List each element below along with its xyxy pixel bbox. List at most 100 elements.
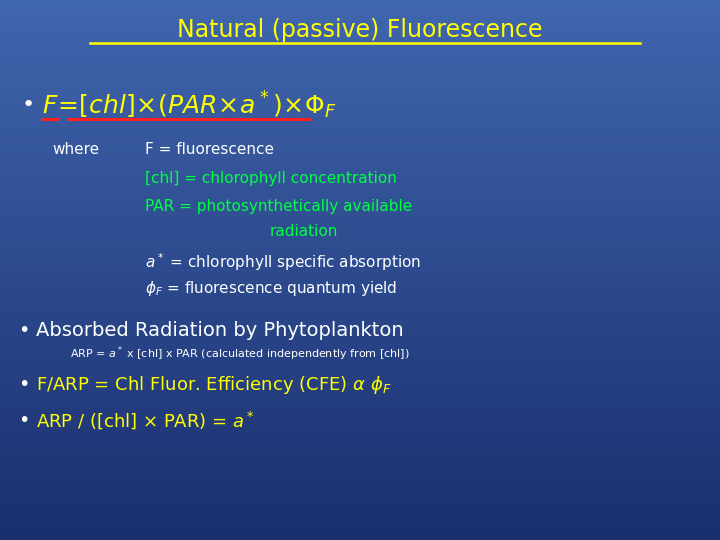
Bar bbox=[0, 14, 720, 15]
Bar bbox=[0, 147, 720, 148]
Bar bbox=[0, 505, 720, 506]
Bar bbox=[0, 308, 720, 309]
Text: Natural (passive) Fluorescence: Natural (passive) Fluorescence bbox=[177, 18, 543, 42]
Bar bbox=[0, 189, 720, 190]
Bar bbox=[0, 444, 720, 445]
Bar bbox=[0, 87, 720, 88]
Bar bbox=[0, 493, 720, 494]
Bar bbox=[0, 304, 720, 305]
Bar bbox=[0, 279, 720, 280]
Bar bbox=[0, 106, 720, 107]
Text: $\mathit{F\!=\![chl]\!\times\!(PAR\!\times\! a^*)\!\times\!\Phi_F}$: $\mathit{F\!=\![chl]\!\times\!(PAR\!\tim… bbox=[42, 89, 337, 121]
Bar bbox=[0, 313, 720, 314]
Bar bbox=[0, 450, 720, 451]
Bar bbox=[0, 526, 720, 527]
Bar bbox=[0, 525, 720, 526]
Bar bbox=[0, 330, 720, 331]
Bar bbox=[0, 319, 720, 320]
Bar bbox=[0, 485, 720, 486]
Bar bbox=[0, 250, 720, 251]
Bar bbox=[0, 463, 720, 464]
Bar bbox=[0, 301, 720, 302]
Bar bbox=[0, 266, 720, 267]
Bar bbox=[0, 466, 720, 467]
Bar bbox=[0, 77, 720, 78]
Bar bbox=[0, 516, 720, 517]
Bar bbox=[0, 325, 720, 326]
Bar bbox=[0, 522, 720, 523]
Bar bbox=[0, 292, 720, 293]
Bar bbox=[0, 82, 720, 83]
Bar bbox=[0, 405, 720, 406]
Bar bbox=[0, 72, 720, 73]
Bar bbox=[0, 277, 720, 278]
Bar bbox=[0, 65, 720, 66]
Bar bbox=[0, 232, 720, 233]
Bar bbox=[0, 214, 720, 215]
Bar bbox=[0, 423, 720, 424]
Bar bbox=[0, 386, 720, 387]
Bar bbox=[0, 458, 720, 459]
Bar bbox=[0, 462, 720, 463]
Bar bbox=[0, 354, 720, 355]
Bar bbox=[0, 521, 720, 522]
Bar bbox=[0, 514, 720, 515]
Bar bbox=[0, 509, 720, 510]
Bar bbox=[0, 88, 720, 89]
Bar bbox=[0, 538, 720, 539]
Bar bbox=[0, 326, 720, 327]
Bar bbox=[0, 102, 720, 103]
Bar bbox=[0, 469, 720, 470]
Bar bbox=[0, 363, 720, 364]
Bar bbox=[0, 245, 720, 246]
Bar bbox=[0, 119, 720, 120]
Bar bbox=[0, 511, 720, 512]
Bar bbox=[0, 451, 720, 452]
Bar bbox=[0, 136, 720, 137]
Bar bbox=[0, 186, 720, 187]
Bar bbox=[0, 534, 720, 535]
Bar bbox=[0, 62, 720, 63]
Bar bbox=[0, 351, 720, 352]
Bar bbox=[0, 178, 720, 179]
Bar bbox=[0, 528, 720, 529]
Bar bbox=[0, 268, 720, 269]
Bar bbox=[0, 117, 720, 118]
Bar bbox=[0, 273, 720, 274]
Bar bbox=[0, 150, 720, 151]
Bar bbox=[0, 447, 720, 448]
Bar bbox=[0, 163, 720, 164]
Bar bbox=[0, 332, 720, 333]
Bar bbox=[0, 100, 720, 101]
Bar bbox=[0, 302, 720, 303]
Bar bbox=[0, 4, 720, 5]
Bar bbox=[0, 290, 720, 291]
Bar bbox=[0, 409, 720, 410]
Bar bbox=[0, 320, 720, 321]
Bar bbox=[0, 499, 720, 500]
Bar bbox=[0, 74, 720, 75]
Bar bbox=[0, 536, 720, 537]
Bar bbox=[0, 97, 720, 98]
Bar bbox=[0, 171, 720, 172]
Text: $a^*$ = chlorophyll specific absorption: $a^*$ = chlorophyll specific absorption bbox=[145, 251, 421, 273]
Bar bbox=[0, 92, 720, 93]
Bar bbox=[0, 483, 720, 484]
Bar bbox=[0, 157, 720, 158]
Bar bbox=[0, 346, 720, 347]
Bar bbox=[0, 318, 720, 319]
Bar bbox=[0, 416, 720, 417]
Bar bbox=[0, 195, 720, 196]
Bar bbox=[0, 429, 720, 430]
Bar bbox=[0, 164, 720, 165]
Bar bbox=[0, 385, 720, 386]
Bar bbox=[0, 188, 720, 189]
Bar bbox=[0, 498, 720, 499]
Bar bbox=[0, 284, 720, 285]
Bar bbox=[0, 517, 720, 518]
Bar bbox=[0, 206, 720, 207]
Bar bbox=[0, 236, 720, 237]
Bar bbox=[0, 257, 720, 258]
Bar bbox=[0, 350, 720, 351]
Bar bbox=[0, 489, 720, 490]
